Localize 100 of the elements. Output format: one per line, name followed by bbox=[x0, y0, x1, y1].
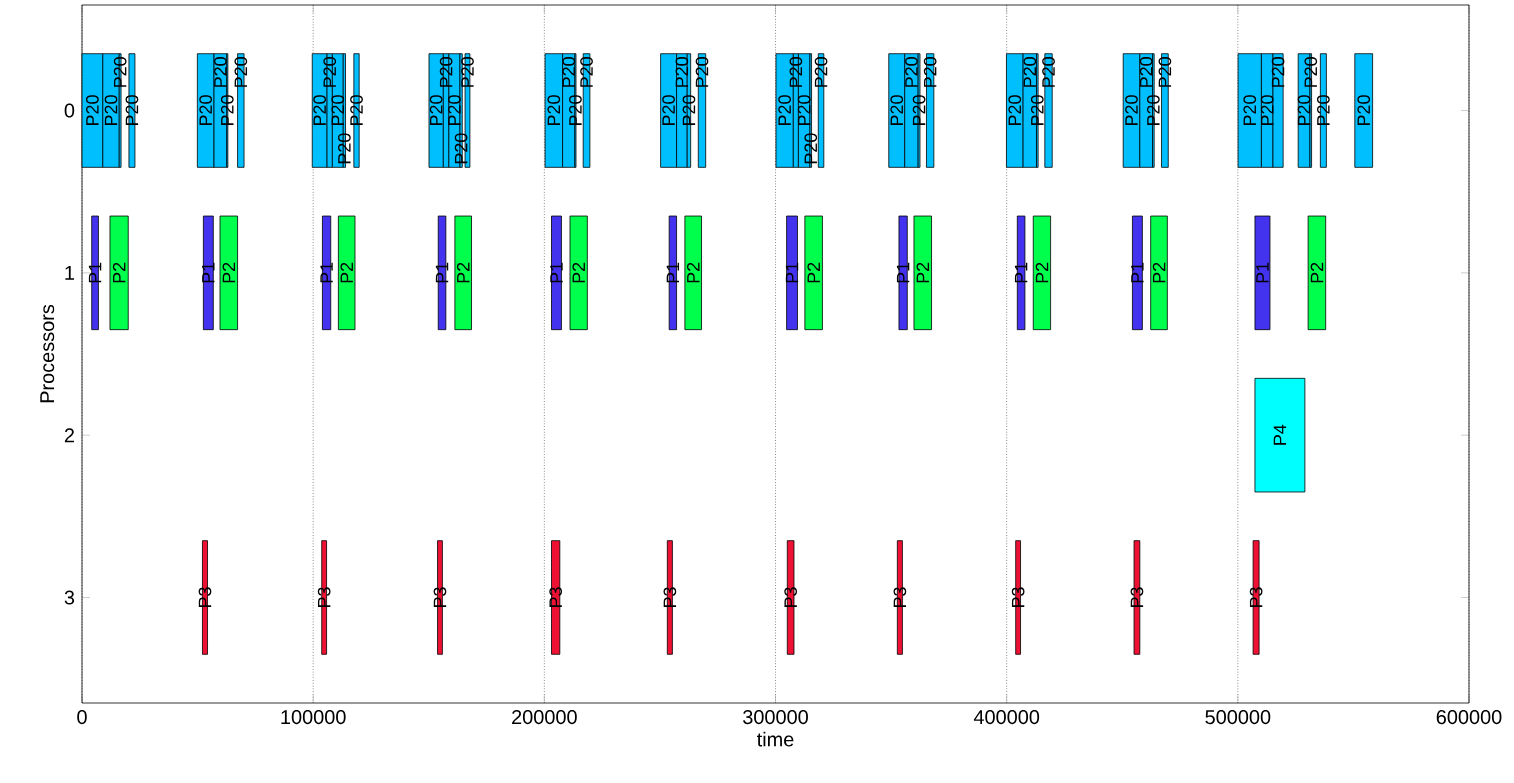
data-label: P20 bbox=[562, 57, 576, 87]
data-label: P20 bbox=[1357, 95, 1371, 125]
data-label: P20 bbox=[1317, 95, 1330, 125]
x-tick-label: 0 bbox=[77, 710, 87, 725]
data-label: P20 bbox=[125, 95, 139, 125]
data-label: P20 bbox=[220, 95, 234, 125]
data-label: P20 bbox=[439, 57, 453, 87]
data-label: P20 bbox=[804, 133, 818, 164]
data-label: P20 bbox=[814, 57, 828, 87]
data-label: P1 bbox=[88, 262, 102, 283]
data-label: P20 bbox=[350, 95, 363, 125]
x-axis-title: time bbox=[756, 731, 794, 747]
data-label: P2 bbox=[112, 262, 126, 283]
data-label: P20 bbox=[890, 95, 904, 125]
data-label: P20 bbox=[1146, 95, 1160, 125]
bar bbox=[697, 53, 707, 168]
data-label: P2 bbox=[1035, 262, 1049, 283]
data-label: P20 bbox=[662, 95, 675, 125]
data-label: P3 bbox=[433, 587, 447, 607]
data-label: P4 bbox=[1273, 424, 1287, 445]
data-label: P3 bbox=[549, 587, 563, 607]
data-label: P2 bbox=[340, 262, 353, 283]
data-label: P20 bbox=[569, 95, 582, 125]
data-label: P20 bbox=[1260, 95, 1274, 125]
data-label: P20 bbox=[214, 57, 227, 87]
data-label: P20 bbox=[461, 57, 474, 87]
data-label: P20 bbox=[580, 57, 593, 87]
data-label: P1 bbox=[666, 262, 680, 283]
data-label: P1 bbox=[1014, 262, 1028, 283]
data-label: P20 bbox=[912, 95, 926, 125]
data-label: P20 bbox=[778, 95, 791, 125]
data-label: P20 bbox=[789, 57, 803, 87]
bar bbox=[1044, 53, 1053, 168]
data-label: P3 bbox=[1011, 587, 1025, 607]
data-label: P20 bbox=[797, 95, 811, 125]
y-tick-label: 2 bbox=[64, 428, 74, 443]
data-label: P1 bbox=[1256, 262, 1269, 283]
bar bbox=[1354, 53, 1374, 168]
data-label: P20 bbox=[675, 57, 689, 87]
data-label: P20 bbox=[448, 95, 461, 125]
data-label: P2 bbox=[1152, 262, 1166, 283]
data-label: P20 bbox=[313, 95, 326, 125]
data-label: P2 bbox=[222, 262, 236, 283]
y-tick-label: 0 bbox=[64, 103, 75, 118]
data-label: P2 bbox=[916, 262, 930, 283]
data-label: P3 bbox=[317, 587, 331, 607]
data-label: P1 bbox=[435, 262, 449, 283]
x-tick-label: 400000 bbox=[973, 710, 1040, 725]
data-label: P20 bbox=[1042, 57, 1055, 87]
data-label: P2 bbox=[807, 262, 820, 283]
data-label: P20 bbox=[923, 57, 937, 87]
data-label: P20 bbox=[695, 57, 709, 87]
data-label: P2 bbox=[1310, 262, 1324, 283]
data-label: P20 bbox=[1271, 57, 1285, 87]
data-label: P2 bbox=[456, 262, 470, 283]
data-label: P20 bbox=[1023, 57, 1037, 87]
data-label: P20 bbox=[1008, 95, 1022, 125]
data-label: P20 bbox=[1030, 95, 1044, 125]
x-tick-label: 300000 bbox=[743, 710, 808, 725]
data-label: P3 bbox=[1130, 587, 1144, 607]
data-label: P20 bbox=[338, 133, 351, 164]
x-tick-label: 500000 bbox=[1205, 710, 1271, 725]
data-label: P3 bbox=[893, 587, 907, 607]
data-label: P2 bbox=[686, 262, 700, 283]
data-label: P20 bbox=[454, 133, 468, 164]
data-label: P20 bbox=[86, 95, 99, 125]
data-label: P1 bbox=[320, 262, 333, 283]
data-label: P20 bbox=[1139, 57, 1153, 87]
data-label: P20 bbox=[113, 57, 127, 87]
data-label: P20 bbox=[547, 95, 561, 125]
data-label: P20 bbox=[1125, 95, 1138, 125]
data-label: P20 bbox=[199, 95, 213, 125]
y-tick-label: 1 bbox=[65, 265, 74, 280]
x-tick-label: 100000 bbox=[281, 710, 346, 725]
data-label: P20 bbox=[1297, 95, 1311, 125]
data-label: P20 bbox=[331, 95, 345, 125]
data-label: P3 bbox=[198, 587, 212, 607]
bar bbox=[1254, 377, 1306, 493]
data-label: P20 bbox=[1158, 57, 1172, 87]
data-label: P2 bbox=[572, 262, 585, 283]
data-label: P1 bbox=[1131, 262, 1144, 283]
data-label: P20 bbox=[682, 95, 696, 125]
data-label: P20 bbox=[323, 57, 337, 87]
data-label: P20 bbox=[1304, 57, 1318, 87]
y-tick-label: 3 bbox=[64, 590, 75, 605]
data-label: P3 bbox=[663, 587, 677, 607]
data-label: P20 bbox=[1243, 95, 1257, 125]
data-label: P1 bbox=[550, 262, 563, 283]
data-label: P1 bbox=[202, 262, 215, 283]
data-label: P1 bbox=[896, 262, 910, 283]
data-label: P20 bbox=[234, 57, 248, 87]
data-label: P3 bbox=[1249, 587, 1263, 607]
data-label: P20 bbox=[104, 95, 118, 125]
data-label: P20 bbox=[429, 95, 443, 125]
data-label: P1 bbox=[785, 262, 799, 283]
data-label: P20 bbox=[905, 57, 918, 87]
y-axis-title: Processors bbox=[40, 304, 55, 403]
x-tick-label: 600000 bbox=[1436, 710, 1502, 725]
x-tick-label: 200000 bbox=[512, 710, 577, 725]
data-label: P3 bbox=[784, 587, 798, 607]
